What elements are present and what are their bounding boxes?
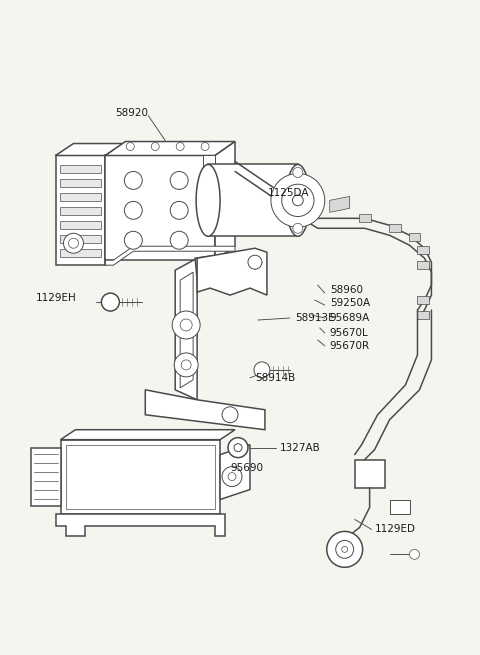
Polygon shape <box>106 143 123 265</box>
Polygon shape <box>330 196 350 212</box>
Circle shape <box>293 168 303 178</box>
Ellipse shape <box>286 164 310 236</box>
Polygon shape <box>60 430 235 440</box>
Text: 58960: 58960 <box>330 285 363 295</box>
Text: 59250A: 59250A <box>330 298 370 308</box>
Bar <box>359 214 371 222</box>
Text: 58914B: 58914B <box>255 373 295 383</box>
Circle shape <box>409 550 420 559</box>
Polygon shape <box>180 272 193 388</box>
Polygon shape <box>106 155 215 260</box>
Circle shape <box>124 231 142 249</box>
Bar <box>418 246 430 254</box>
Circle shape <box>271 174 325 227</box>
Circle shape <box>69 238 78 248</box>
Circle shape <box>101 293 120 311</box>
Circle shape <box>181 360 191 370</box>
Circle shape <box>342 546 348 552</box>
Polygon shape <box>56 514 225 536</box>
Circle shape <box>228 438 248 458</box>
Text: 1129EH: 1129EH <box>36 293 76 303</box>
Text: 1125DA: 1125DA <box>268 189 310 198</box>
Polygon shape <box>220 445 250 500</box>
Circle shape <box>124 172 142 189</box>
Polygon shape <box>390 500 409 514</box>
Bar <box>418 261 430 269</box>
Bar <box>389 224 400 233</box>
Text: 95670L: 95670L <box>330 328 369 338</box>
Circle shape <box>222 407 238 422</box>
Circle shape <box>170 201 188 219</box>
Circle shape <box>222 466 242 487</box>
Polygon shape <box>197 248 267 295</box>
Circle shape <box>327 531 363 567</box>
Bar <box>418 296 430 304</box>
Text: 95690: 95690 <box>230 462 263 473</box>
Circle shape <box>201 143 209 151</box>
Circle shape <box>336 540 354 558</box>
Text: 58920: 58920 <box>115 107 148 118</box>
Bar <box>408 233 420 241</box>
Circle shape <box>293 223 303 233</box>
Circle shape <box>151 143 159 151</box>
Circle shape <box>180 319 192 331</box>
Circle shape <box>234 443 242 452</box>
Text: 1327AB: 1327AB <box>280 443 321 453</box>
Bar <box>65 445 215 510</box>
Circle shape <box>63 233 84 253</box>
Bar <box>60 179 101 187</box>
Circle shape <box>124 201 142 219</box>
Circle shape <box>176 143 184 151</box>
Bar <box>304 210 316 218</box>
Circle shape <box>248 255 262 269</box>
Polygon shape <box>56 143 123 155</box>
Bar <box>208 164 298 236</box>
Bar <box>60 221 101 229</box>
Polygon shape <box>215 141 235 260</box>
Polygon shape <box>106 246 235 265</box>
Polygon shape <box>56 155 106 265</box>
Text: 58913E: 58913E <box>295 313 335 323</box>
Polygon shape <box>106 141 235 155</box>
Circle shape <box>282 184 314 217</box>
Polygon shape <box>203 155 215 174</box>
Bar <box>60 193 101 201</box>
Bar <box>418 311 430 319</box>
Bar <box>283 195 297 206</box>
Circle shape <box>174 353 198 377</box>
Bar <box>60 208 101 215</box>
Bar <box>283 206 297 215</box>
Circle shape <box>292 195 303 206</box>
Circle shape <box>254 362 270 378</box>
Polygon shape <box>175 258 197 400</box>
Polygon shape <box>145 390 265 430</box>
Text: 1129ED: 1129ED <box>374 525 416 534</box>
Text: 95689A: 95689A <box>330 313 370 323</box>
Polygon shape <box>31 447 60 506</box>
Circle shape <box>228 472 236 481</box>
Ellipse shape <box>196 164 220 236</box>
Polygon shape <box>60 440 220 514</box>
Circle shape <box>126 143 134 151</box>
Bar <box>60 166 101 174</box>
Circle shape <box>170 231 188 249</box>
Bar <box>60 235 101 243</box>
Circle shape <box>172 311 200 339</box>
Circle shape <box>170 172 188 189</box>
Polygon shape <box>195 250 265 282</box>
Bar <box>60 249 101 257</box>
Text: 95670R: 95670R <box>330 341 370 351</box>
Polygon shape <box>355 460 384 487</box>
